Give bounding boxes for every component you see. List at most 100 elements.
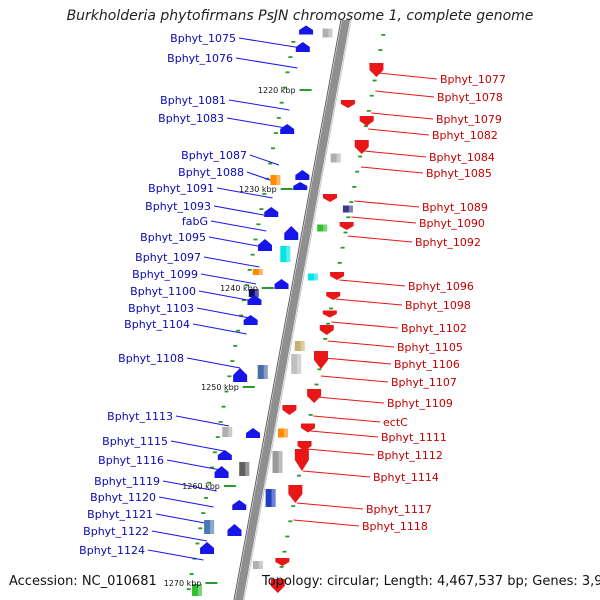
track-dash <box>349 201 354 203</box>
scale-label: 1230 kbp <box>239 185 277 194</box>
gene-label-left: Bphyt_1093 <box>145 200 211 213</box>
gene-arrow <box>322 194 337 202</box>
label-connectors <box>147 37 438 561</box>
track-dash <box>198 527 203 530</box>
track-dash <box>262 193 267 195</box>
connector-left <box>216 187 273 199</box>
gene-arrow <box>288 485 303 503</box>
track-dash <box>230 360 235 362</box>
gene-label-left: fabG <box>182 215 208 228</box>
track-dash <box>244 284 249 286</box>
track-dash <box>215 436 220 438</box>
track-dash <box>381 34 386 36</box>
gene-label-right: Bphyt_1111 <box>381 431 447 444</box>
connector-right <box>335 298 403 306</box>
scale-label: 1270 kbp <box>164 579 202 588</box>
topology-text: Topology: circular; Length: 4,467,537 bp… <box>262 574 600 589</box>
track-dash <box>343 231 348 234</box>
gene-arrow <box>294 449 309 471</box>
left-gene-labels: Bphyt_1075 Bphyt_1076 Bphyt_1081 Bphyt_1083… <box>79 32 247 557</box>
track-dash <box>326 322 331 325</box>
gene-label-right: Bphyt_1102 <box>401 322 467 335</box>
gene-block <box>270 175 281 185</box>
gene-label-left: Bphyt_1099 <box>132 268 198 281</box>
track-dash <box>369 94 374 97</box>
track-dash <box>358 155 363 158</box>
connector-left <box>166 459 221 471</box>
connector-left <box>151 530 208 542</box>
gene-label-left: Bphyt_1095 <box>140 231 206 244</box>
connector-left <box>192 323 247 335</box>
gene-label-left: Bphyt_1076 <box>167 52 233 65</box>
track-dash <box>268 162 273 165</box>
track-dash <box>227 375 232 378</box>
connector-right <box>347 235 413 243</box>
gene-arrow <box>322 310 337 318</box>
track-dash <box>340 246 345 249</box>
connector-left <box>235 57 298 69</box>
gene-label-right: Bphyt_1092 <box>415 236 481 249</box>
gene-arrow <box>243 315 258 325</box>
gene-label-right: Bphyt_1106 <box>394 358 460 371</box>
gene-label-right: Bphyt_1098 <box>405 299 471 312</box>
track-dash <box>378 49 383 51</box>
connector-right <box>375 90 435 98</box>
gene-block <box>222 427 233 437</box>
gene-block <box>265 489 276 507</box>
gene-label-right: ectC <box>383 416 408 429</box>
gene-block <box>248 289 259 297</box>
gene-block <box>257 365 268 379</box>
gene-block <box>252 269 263 275</box>
gene-block-shade <box>297 354 302 374</box>
gene-block-shade <box>286 246 291 262</box>
gene-label-right: Bphyt_1085 <box>426 167 492 180</box>
track-dash <box>259 208 264 210</box>
gene-label-right: Bphyt_1090 <box>419 217 485 230</box>
gene-block <box>204 520 215 534</box>
gene-arrow <box>280 124 295 134</box>
track-dash <box>352 186 357 188</box>
gene-label-left: Bphyt_1119 <box>94 475 160 488</box>
gene-label-right: Bphyt_1096 <box>408 280 474 293</box>
backbone-band <box>235 20 350 600</box>
gene-block-shade <box>328 28 333 38</box>
connector-left <box>228 99 290 111</box>
connector-left <box>170 440 225 452</box>
gene-block-shade <box>254 289 259 297</box>
gene-block-shade <box>258 269 263 275</box>
gene-block-shade <box>313 273 318 281</box>
gene-arrow <box>340 100 355 108</box>
track-dash <box>366 110 371 112</box>
gene-arrow <box>284 226 299 240</box>
gene-block <box>280 246 291 262</box>
gene-block <box>322 28 333 38</box>
connector-right <box>351 216 417 224</box>
connector-left <box>175 415 230 427</box>
gene-block-shade <box>271 489 276 507</box>
gene-arrow <box>326 292 341 300</box>
track-dash <box>363 125 368 127</box>
connector-left <box>147 549 204 561</box>
scale-label: 1250 kbp <box>201 383 239 392</box>
connector-right <box>368 128 430 136</box>
scale-marks: 1220 kbp 1230 kbp 1240 kbp 1250 kbp 1260 kbp… <box>164 86 312 588</box>
track-dash <box>224 390 229 393</box>
connector-right <box>360 166 424 174</box>
connector-right <box>339 279 406 287</box>
gene-block-shade <box>228 427 233 437</box>
track-dash <box>279 101 284 104</box>
gene-label-left: Bphyt_1115 <box>102 435 168 448</box>
connector-left <box>200 273 257 285</box>
connector-right <box>354 200 420 208</box>
track-dash <box>241 299 246 302</box>
gene-arrow <box>295 170 310 180</box>
gene-arrow <box>307 389 322 403</box>
track-dash <box>239 314 243 317</box>
track-dash <box>355 170 360 173</box>
gene-block-shade <box>258 561 263 569</box>
gene-arrow <box>214 466 229 478</box>
gene-label-left: Bphyt_1124 <box>79 544 145 557</box>
gene-label-left: Bphyt_1121 <box>87 508 153 521</box>
connector-right <box>306 448 375 456</box>
gene-arrow <box>282 405 297 415</box>
